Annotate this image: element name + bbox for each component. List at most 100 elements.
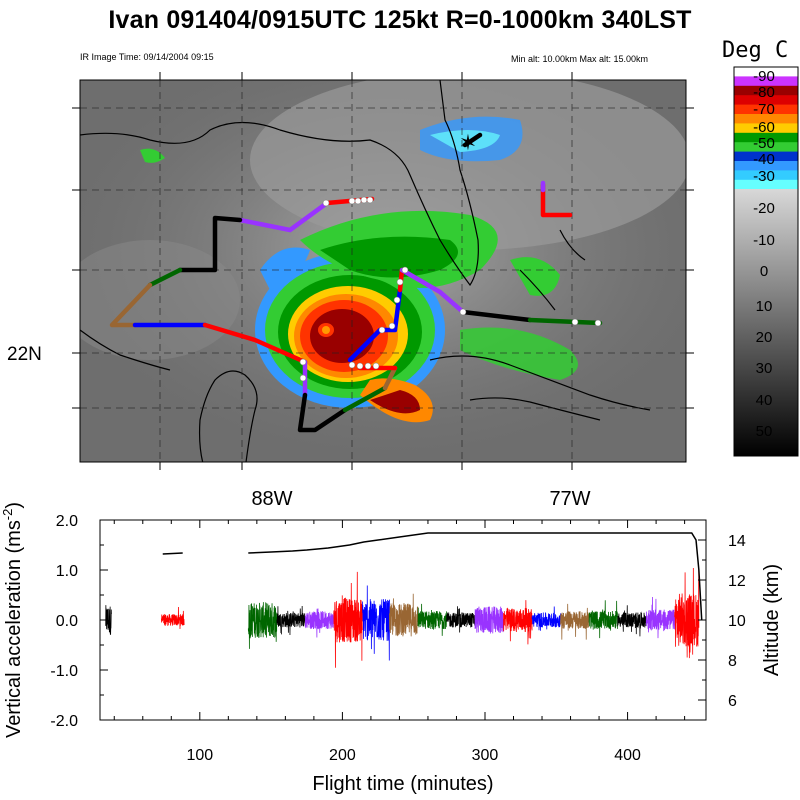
altitude-trace (162, 552, 183, 555)
acceleration-traces (105, 567, 700, 668)
track-segment-black-east (460, 309, 533, 323)
storm-eye (322, 326, 330, 334)
colorbar-band-m90 (734, 67, 798, 77)
track-segment-green-south (342, 385, 388, 413)
colorbar-tick-label: -50 (753, 135, 775, 152)
colorbar-tick-label: -20 (753, 200, 775, 217)
x-tick-label: 100 (186, 747, 213, 764)
altitude-line (162, 532, 703, 621)
y2-tick-label: 14 (728, 533, 746, 550)
colorbar-gray-ramp (734, 189, 798, 456)
lon-label-88w: 88W (251, 488, 293, 510)
colorbar-tick-label: 20 (755, 329, 773, 346)
track-segment-red-ne (540, 182, 573, 218)
colorbar-band-m65 (734, 114, 798, 124)
colorbar-tick-label: 10 (755, 298, 773, 315)
acceleration-trace (417, 603, 447, 636)
lat-label-22n: 22N (7, 344, 42, 365)
acceleration-trace (674, 567, 700, 659)
altitude-range: Min alt: 10.00km Max alt: 15.00km (511, 54, 649, 64)
x-tick-label: 400 (614, 747, 641, 764)
y2-tick-label: 10 (728, 613, 746, 630)
colorbar-band-m30 (734, 179, 798, 190)
cuba-green-band (460, 327, 578, 380)
acceleration-trace (531, 606, 561, 631)
y2-tick-label: 12 (728, 573, 746, 590)
track-segment-green-east (527, 317, 603, 326)
colorbar-tick-label: 40 (755, 392, 773, 409)
y2-tick-label: 8 (728, 653, 737, 670)
acceleration-trace (389, 593, 419, 637)
altitude-trace (248, 532, 703, 621)
colorbar-tick-label: 0 (759, 263, 769, 280)
colorbar-tick-label: 50 (755, 423, 773, 440)
colorbar-band-m40 (734, 161, 798, 171)
acceleration-trace (645, 596, 676, 639)
colorbar (733, 66, 799, 457)
acceleration-trace (304, 608, 335, 638)
track-segment-purple-top (237, 200, 330, 233)
axis-ticks: 100 200 300 400 -2.0 -1.0 0.0 1.0 2.0 6 8 10 12 14 (50, 513, 745, 764)
colorbar-bands (734, 67, 798, 190)
colorbar-tick-label: -80 (753, 84, 775, 101)
colorbar-band-m35 (734, 170, 798, 181)
star-icon: ✶ (459, 130, 477, 155)
colorbar-frame (733, 66, 799, 457)
colorbar-tick-label: -70 (753, 101, 775, 118)
colorbar-title: Deg C (722, 38, 789, 63)
colorbar-band-m45 (734, 151, 798, 162)
colorbar-band-m70 (734, 104, 798, 115)
colorbar-band-m80 (734, 85, 798, 96)
satellite-map: ✶ (72, 72, 694, 470)
x-tick-label: 200 (329, 747, 356, 764)
y-tick-label: -1.0 (50, 663, 78, 680)
track-segment-black-ne (462, 132, 483, 148)
acceleration-trace (474, 606, 504, 634)
y2-axis-label: Altitude (km) (761, 564, 783, 676)
dropsonde-points (299, 196, 602, 382)
acceleration-trace (160, 607, 185, 629)
coastlines (80, 80, 651, 462)
y-tick-label: -2.0 (50, 713, 78, 730)
colorbar-band-m75 (734, 95, 798, 106)
colorbar-tick-label: -30 (753, 168, 775, 185)
colorbar-band-m55 (734, 132, 798, 143)
track-segment-black-left (177, 215, 243, 273)
colorbar-tick-label: -10 (753, 232, 775, 249)
acceleration-trace (105, 605, 112, 635)
colorbar-tick-label: -90 (753, 68, 775, 85)
acceleration-trace (333, 571, 363, 668)
colorbar-tick-label: -60 (753, 119, 775, 136)
map-frame (79, 79, 687, 463)
acceleration-trace (276, 605, 306, 636)
y-tick-label: 2.0 (56, 513, 78, 530)
map-ticks (72, 72, 694, 470)
acceleration-trace (247, 602, 278, 649)
y-tick-label: 1.0 (56, 563, 78, 580)
acceleration-trace (361, 585, 390, 661)
ir-image-time: IR Image Time: 09/14/2004 09:15 (80, 52, 214, 62)
y-axis-label: Vertical acceleration (ms-2) (0, 502, 25, 738)
acceleration-trace (617, 605, 647, 637)
track-segment-brown-center (382, 365, 398, 391)
track-segment-blue-center (347, 287, 403, 363)
track-segment-brown (109, 282, 153, 328)
acceleration-trace (503, 600, 533, 645)
track-segment-black-south (297, 392, 348, 433)
colorbar-tick-label: -40 (753, 151, 775, 168)
y-tick-label: 0.0 (56, 613, 78, 630)
x-tick-label: 300 (472, 747, 499, 764)
cloud-field-upper (250, 80, 686, 250)
lon-label-77w: 77W (549, 488, 591, 510)
colorbar-band-m85 (734, 76, 798, 87)
acceleration-trace (560, 603, 590, 640)
acceleration-trace (588, 600, 618, 639)
acceleration-trace (446, 606, 476, 633)
page-title: Ivan 091404/0915UTC 125kt R=0-1000km 340… (108, 6, 692, 34)
track-segment-red-left (202, 322, 308, 365)
track-segment-green-left (147, 267, 183, 288)
colorbar-band-m50 (734, 142, 798, 153)
colorbar-band-m60 (734, 123, 798, 134)
y2-tick-label: 6 (728, 693, 737, 710)
